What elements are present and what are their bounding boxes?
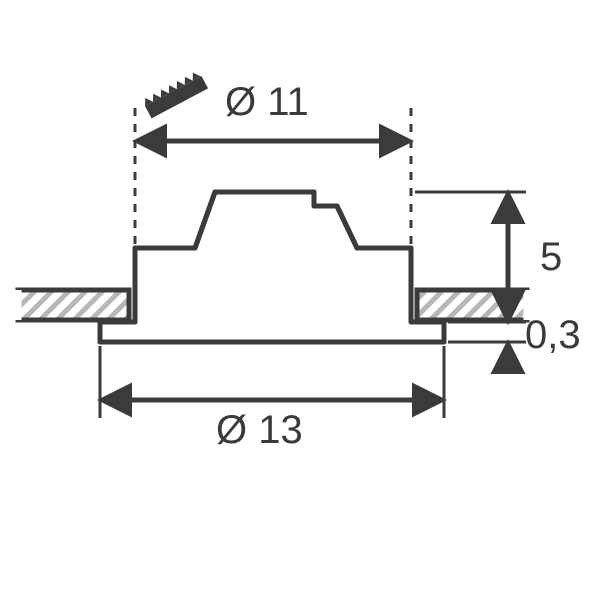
flange-thickness-label: 0,3 [525,313,581,358]
cutout-diameter-label: Ø 11 [225,80,309,125]
height-label: 5 [540,235,562,280]
outer-diameter-label: Ø 13 [216,408,303,453]
